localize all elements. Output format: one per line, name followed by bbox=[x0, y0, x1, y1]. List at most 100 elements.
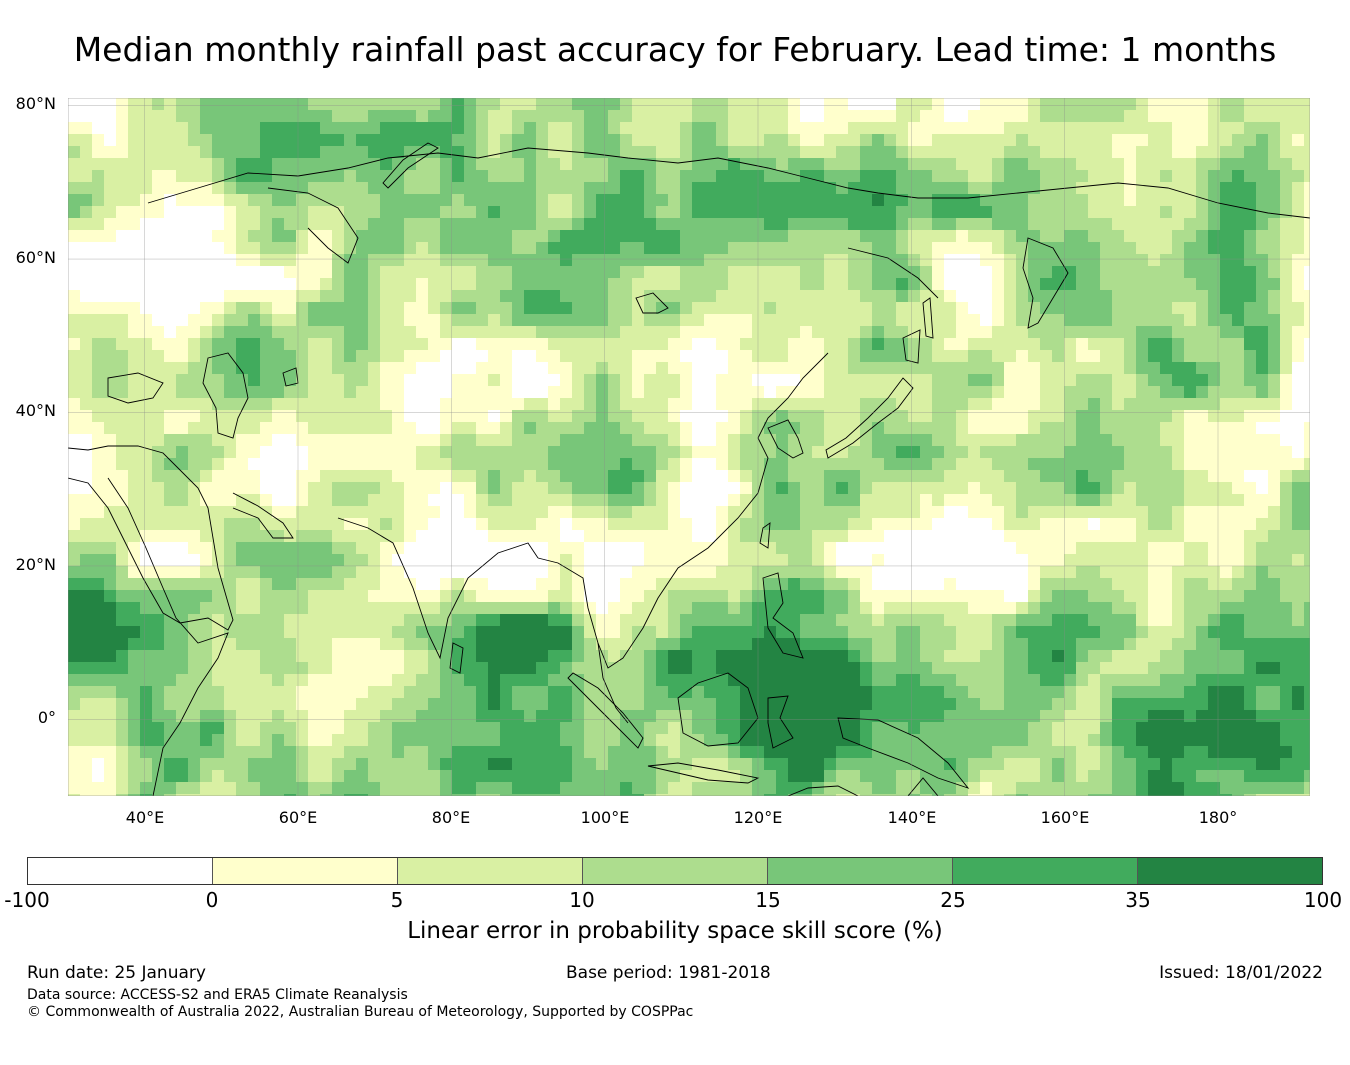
skill-cell bbox=[908, 302, 920, 314]
skill-cell bbox=[92, 338, 104, 350]
skill-cell bbox=[1016, 386, 1028, 398]
skill-cell bbox=[224, 242, 236, 254]
skill-cell bbox=[860, 410, 872, 422]
skill-cell bbox=[596, 110, 608, 122]
skill-cell bbox=[308, 566, 320, 578]
skill-cell bbox=[1256, 134, 1268, 146]
skill-cell bbox=[692, 218, 704, 230]
skill-cell bbox=[1208, 602, 1220, 614]
skill-cell bbox=[536, 338, 548, 350]
skill-cell bbox=[128, 326, 140, 338]
skill-cell bbox=[356, 494, 368, 506]
skill-cell bbox=[704, 194, 716, 206]
skill-cell bbox=[320, 314, 332, 326]
skill-cell bbox=[236, 242, 248, 254]
skill-cell bbox=[1112, 266, 1124, 278]
skill-cell bbox=[236, 650, 248, 662]
skill-cell bbox=[764, 638, 776, 650]
skill-cell bbox=[800, 530, 812, 542]
skill-cell bbox=[116, 590, 128, 602]
skill-cell bbox=[896, 446, 908, 458]
skill-cell bbox=[368, 650, 380, 662]
skill-cell bbox=[692, 458, 704, 470]
skill-cell bbox=[632, 470, 644, 482]
skill-cell bbox=[380, 398, 392, 410]
skill-cell bbox=[560, 230, 572, 242]
skill-cell bbox=[80, 386, 92, 398]
skill-cell bbox=[1064, 566, 1076, 578]
skill-cell bbox=[272, 266, 284, 278]
skill-cell bbox=[356, 302, 368, 314]
skill-cell bbox=[764, 290, 776, 302]
skill-cell bbox=[1040, 530, 1052, 542]
skill-cell bbox=[464, 290, 476, 302]
skill-cell bbox=[500, 266, 512, 278]
skill-cell bbox=[572, 662, 584, 674]
skill-cell bbox=[464, 422, 476, 434]
skill-cell bbox=[1280, 326, 1292, 338]
skill-cell bbox=[968, 386, 980, 398]
skill-cell bbox=[428, 314, 440, 326]
skill-cell bbox=[476, 590, 488, 602]
skill-cell bbox=[164, 494, 176, 506]
skill-cell bbox=[1304, 374, 1310, 386]
skill-cell bbox=[1148, 386, 1160, 398]
skill-cell bbox=[788, 518, 800, 530]
skill-cell bbox=[860, 470, 872, 482]
skill-cell bbox=[560, 386, 572, 398]
skill-cell bbox=[164, 518, 176, 530]
skill-cell bbox=[380, 650, 392, 662]
skill-cell bbox=[548, 338, 560, 350]
skill-cell bbox=[332, 218, 344, 230]
skill-cell bbox=[1220, 578, 1232, 590]
skill-cell bbox=[1100, 158, 1112, 170]
skill-cell bbox=[872, 134, 884, 146]
skill-cell bbox=[848, 338, 860, 350]
skill-cell bbox=[452, 194, 464, 206]
skill-cell bbox=[236, 230, 248, 242]
skill-cell bbox=[1052, 110, 1064, 122]
skill-cell bbox=[1028, 446, 1040, 458]
skill-cell bbox=[524, 170, 536, 182]
skill-cell bbox=[1040, 398, 1052, 410]
skill-cell bbox=[872, 110, 884, 122]
skill-cell bbox=[296, 110, 308, 122]
skill-cell bbox=[584, 470, 596, 482]
skill-cell bbox=[332, 338, 344, 350]
skill-cell bbox=[836, 410, 848, 422]
skill-cell bbox=[608, 614, 620, 626]
skill-cell bbox=[1268, 110, 1280, 122]
skill-cell bbox=[452, 122, 464, 134]
skill-cell bbox=[128, 362, 140, 374]
skill-cell bbox=[1196, 422, 1208, 434]
skill-cell bbox=[536, 410, 548, 422]
skill-cell bbox=[620, 578, 632, 590]
skill-cell bbox=[1124, 278, 1136, 290]
skill-cell bbox=[932, 338, 944, 350]
skill-cell bbox=[248, 590, 260, 602]
skill-cell bbox=[692, 662, 704, 674]
skill-cell bbox=[668, 590, 680, 602]
skill-cell bbox=[860, 626, 872, 638]
skill-cell bbox=[1052, 146, 1064, 158]
skill-cell bbox=[80, 182, 92, 194]
skill-cell bbox=[404, 578, 416, 590]
skill-cell bbox=[380, 350, 392, 362]
skill-cell bbox=[692, 398, 704, 410]
skill-cell bbox=[896, 194, 908, 206]
skill-cell bbox=[620, 482, 632, 494]
skill-cell bbox=[908, 110, 920, 122]
skill-cell bbox=[488, 230, 500, 242]
skill-cell bbox=[1028, 410, 1040, 422]
skill-cell bbox=[188, 182, 200, 194]
skill-cell bbox=[632, 338, 644, 350]
skill-cell bbox=[68, 362, 80, 374]
skill-cell bbox=[1148, 530, 1160, 542]
skill-cell bbox=[392, 122, 404, 134]
skill-cell bbox=[188, 638, 200, 650]
skill-cell bbox=[1148, 362, 1160, 374]
skill-cell bbox=[68, 338, 80, 350]
skill-cell bbox=[1028, 170, 1040, 182]
skill-cell bbox=[1184, 158, 1196, 170]
skill-cell bbox=[188, 530, 200, 542]
